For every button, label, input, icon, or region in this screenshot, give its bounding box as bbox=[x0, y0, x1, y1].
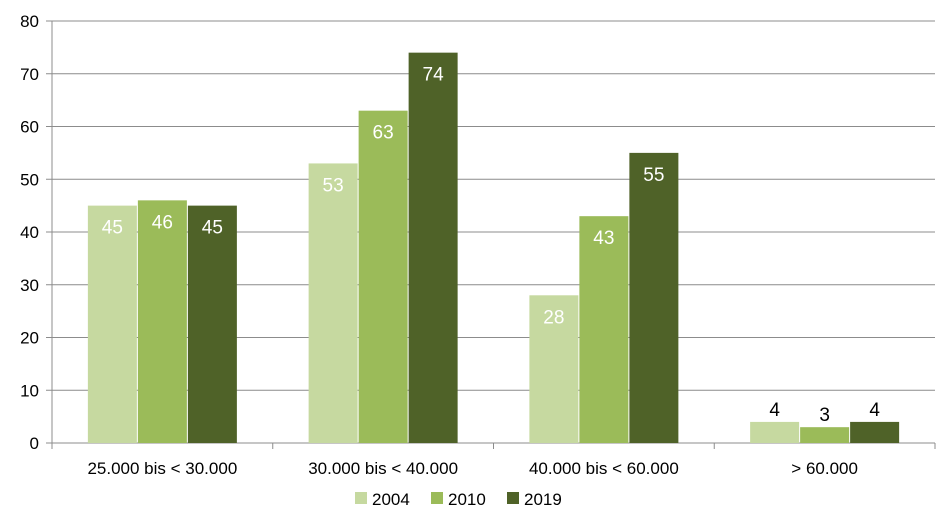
data-label: 55 bbox=[643, 165, 664, 186]
bar-2010 bbox=[579, 216, 629, 443]
bar-2019 bbox=[408, 52, 458, 444]
data-label: 4 bbox=[869, 400, 880, 421]
bar-2004 bbox=[87, 205, 137, 443]
x-tick-label: 25.000 bis < 30.000 bbox=[87, 459, 237, 478]
y-tick-label: 40 bbox=[20, 223, 39, 242]
bar-2004 bbox=[529, 295, 579, 443]
bar-2010 bbox=[358, 110, 408, 444]
y-tick-label: 20 bbox=[20, 329, 39, 348]
bar-2004 bbox=[308, 163, 358, 444]
bar-2004 bbox=[750, 421, 800, 443]
bar-2019 bbox=[850, 421, 900, 443]
bar-2010 bbox=[800, 427, 850, 443]
data-labels: 45 53 28 4 46 63 43 3 45 74 55 4 bbox=[102, 65, 881, 427]
x-tick-label: 40.000 bis < 60.000 bbox=[529, 459, 679, 478]
data-label: 4 bbox=[769, 400, 780, 421]
y-tick-label: 0 bbox=[30, 434, 39, 453]
bar-2019 bbox=[187, 205, 237, 443]
data-label: 45 bbox=[102, 218, 123, 239]
legend-label: 2004 bbox=[372, 490, 410, 509]
y-tick-label: 30 bbox=[20, 276, 39, 295]
data-label: 63 bbox=[373, 123, 394, 144]
legend-swatch bbox=[507, 492, 519, 504]
legend-swatch bbox=[355, 492, 367, 504]
legend: 2004 2010 2019 bbox=[355, 490, 562, 509]
data-label: 3 bbox=[819, 405, 830, 426]
bar-2010 bbox=[137, 200, 187, 443]
x-tick-label: > 60.000 bbox=[791, 459, 858, 478]
data-label: 43 bbox=[593, 228, 614, 249]
x-tick-label: 30.000 bis < 40.000 bbox=[308, 459, 458, 478]
data-label: 45 bbox=[202, 218, 223, 239]
axes: 0 10 20 30 40 50 60 70 80 25.000 bis < 30.000 30.0… bbox=[20, 12, 936, 478]
bar-2019 bbox=[629, 152, 679, 443]
data-label: 74 bbox=[423, 65, 445, 86]
data-label: 28 bbox=[543, 307, 564, 328]
legend-label: 2019 bbox=[524, 490, 562, 509]
data-label: 46 bbox=[152, 212, 173, 233]
y-tick-label: 60 bbox=[20, 118, 39, 137]
y-tick-label: 50 bbox=[20, 170, 39, 189]
y-tick-label: 80 bbox=[20, 12, 39, 31]
y-tick-label: 10 bbox=[20, 381, 39, 400]
y-tick-label: 70 bbox=[20, 65, 39, 84]
legend-label: 2010 bbox=[448, 490, 486, 509]
legend-swatch bbox=[431, 492, 443, 504]
data-label: 53 bbox=[323, 175, 344, 196]
bars bbox=[87, 52, 900, 444]
